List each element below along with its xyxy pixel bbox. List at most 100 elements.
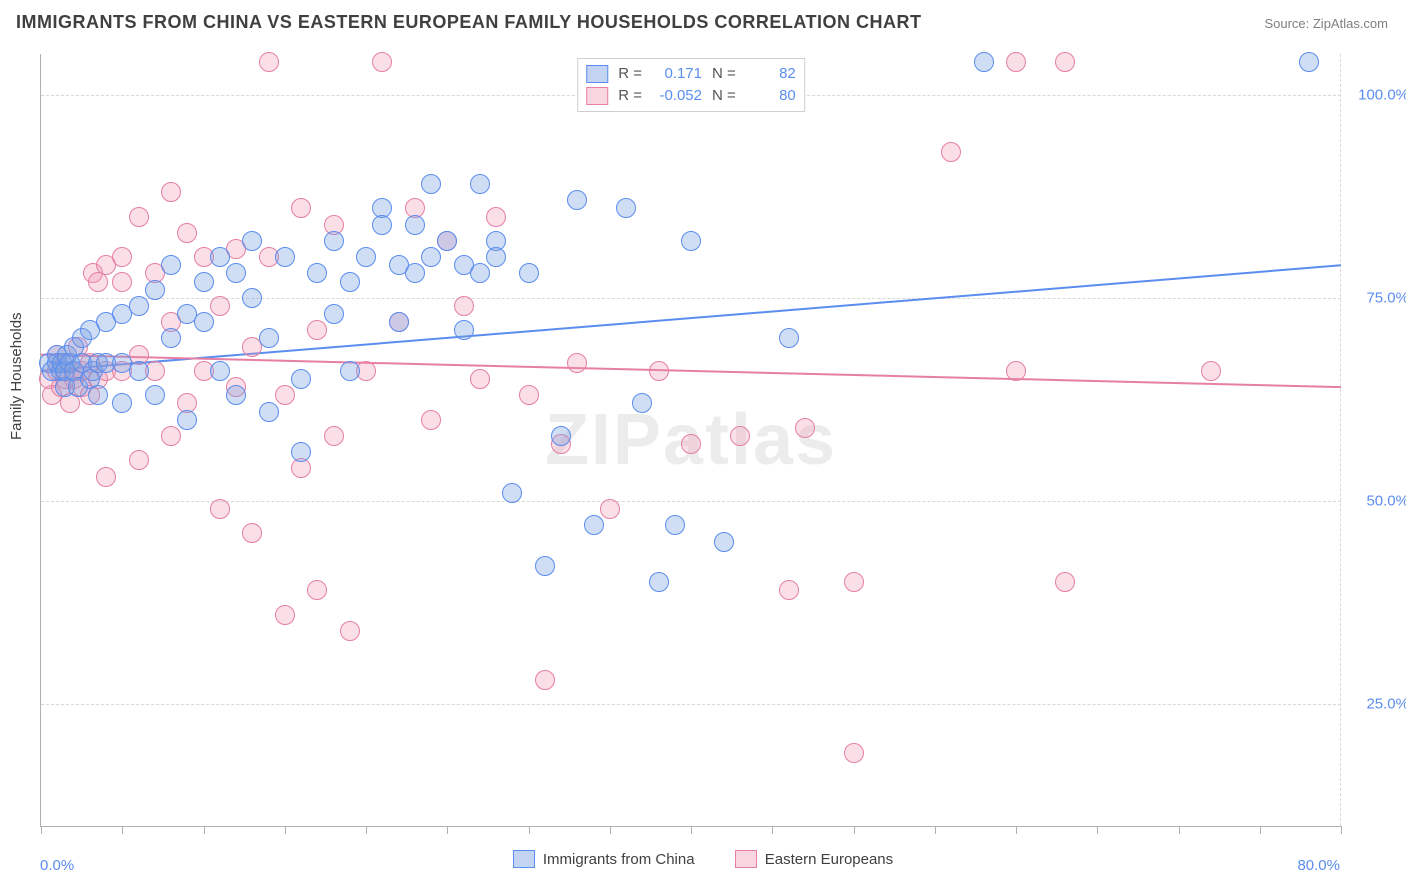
data-point-china: [340, 272, 360, 292]
x-tick: [1097, 826, 1098, 834]
data-point-china: [649, 572, 669, 592]
swatch-blue-icon: [586, 65, 608, 83]
data-point-eastern: [795, 418, 815, 438]
stats-row-eastern: R = -0.052 N = 80: [586, 85, 796, 107]
n-label: N =: [712, 85, 736, 107]
legend-item-eastern: Eastern Europeans: [735, 850, 893, 868]
n-label: N =: [712, 63, 736, 85]
r-label: R =: [618, 85, 642, 107]
x-tick: [366, 826, 367, 834]
data-point-eastern: [519, 385, 539, 405]
data-point-china: [129, 296, 149, 316]
data-point-eastern: [161, 426, 181, 446]
data-point-china: [535, 556, 555, 576]
data-point-china: [194, 272, 214, 292]
data-point-china: [161, 255, 181, 275]
data-point-china: [454, 320, 474, 340]
data-point-eastern: [275, 385, 295, 405]
data-point-china: [145, 385, 165, 405]
data-point-china: [210, 361, 230, 381]
x-tick: [935, 826, 936, 834]
data-point-china: [470, 263, 490, 283]
data-point-eastern: [112, 247, 132, 267]
data-point-eastern: [730, 426, 750, 446]
data-point-china: [974, 52, 994, 72]
data-point-china: [259, 402, 279, 422]
data-point-china: [194, 312, 214, 332]
x-tick: [122, 826, 123, 834]
data-point-china: [226, 385, 246, 405]
source-link[interactable]: ZipAtlas.com: [1313, 16, 1388, 31]
legend-item-china: Immigrants from China: [513, 850, 695, 868]
data-point-china: [324, 304, 344, 324]
chart-title: IMMIGRANTS FROM CHINA VS EASTERN EUROPEA…: [16, 12, 922, 33]
x-tick: [854, 826, 855, 834]
data-point-china: [275, 247, 295, 267]
stats-legend-box: R = 0.171 N = 82 R = -0.052 N = 80: [577, 58, 805, 112]
data-point-china: [242, 231, 262, 251]
data-point-eastern: [535, 670, 555, 690]
r-label: R =: [618, 63, 642, 85]
data-point-eastern: [307, 320, 327, 340]
data-point-eastern: [1055, 52, 1075, 72]
data-point-china: [681, 231, 701, 251]
data-point-eastern: [112, 272, 132, 292]
x-tick: [610, 826, 611, 834]
data-point-china: [356, 247, 376, 267]
y-axis-label: Family Households: [8, 312, 25, 440]
r-value-eastern: -0.052: [652, 85, 702, 107]
data-point-eastern: [1006, 52, 1026, 72]
data-point-china: [177, 410, 197, 430]
swatch-blue-icon: [513, 850, 535, 868]
data-point-china: [405, 215, 425, 235]
x-tick: [1341, 826, 1342, 834]
data-point-eastern: [486, 207, 506, 227]
y-tick-label: 75.0%: [1349, 289, 1406, 306]
x-tick: [529, 826, 530, 834]
swatch-pink-icon: [735, 850, 757, 868]
data-point-eastern: [177, 223, 197, 243]
data-point-china: [291, 369, 311, 389]
data-point-eastern: [454, 296, 474, 316]
data-point-china: [242, 288, 262, 308]
source-attribution: Source: ZipAtlas.com: [1264, 16, 1388, 31]
data-point-eastern: [307, 580, 327, 600]
data-point-china: [112, 393, 132, 413]
n-value-eastern: 80: [746, 85, 796, 107]
data-point-china: [405, 263, 425, 283]
data-point-china: [372, 215, 392, 235]
data-point-eastern: [844, 743, 864, 763]
data-point-eastern: [1201, 361, 1221, 381]
x-tick: [1016, 826, 1017, 834]
data-point-eastern: [210, 296, 230, 316]
data-point-eastern: [291, 198, 311, 218]
data-point-eastern: [259, 52, 279, 72]
y-tick-label: 100.0%: [1349, 86, 1406, 103]
data-point-china: [551, 426, 571, 446]
bottom-legend: Immigrants from China Eastern Europeans: [0, 850, 1406, 872]
x-tick: [1179, 826, 1180, 834]
data-point-eastern: [96, 467, 116, 487]
plot-area: ZIPatlas 25.0%50.0%75.0%100.0% R = 0.171…: [40, 54, 1341, 827]
swatch-pink-icon: [586, 87, 608, 105]
data-point-eastern: [649, 361, 669, 381]
data-point-china: [129, 361, 149, 381]
data-point-eastern: [210, 499, 230, 519]
gridline: [41, 501, 1341, 502]
data-point-china: [210, 247, 230, 267]
data-point-eastern: [844, 572, 864, 592]
data-point-china: [714, 532, 734, 552]
x-tick: [772, 826, 773, 834]
x-tick: [447, 826, 448, 834]
data-point-china: [259, 328, 279, 348]
x-tick: [204, 826, 205, 834]
data-point-eastern: [567, 353, 587, 373]
data-point-eastern: [129, 207, 149, 227]
data-point-china: [616, 198, 636, 218]
data-point-eastern: [340, 621, 360, 641]
x-tick: [285, 826, 286, 834]
data-point-eastern: [161, 182, 181, 202]
data-point-china: [567, 190, 587, 210]
y-tick-label: 25.0%: [1349, 696, 1406, 713]
gridline: [41, 704, 1341, 705]
